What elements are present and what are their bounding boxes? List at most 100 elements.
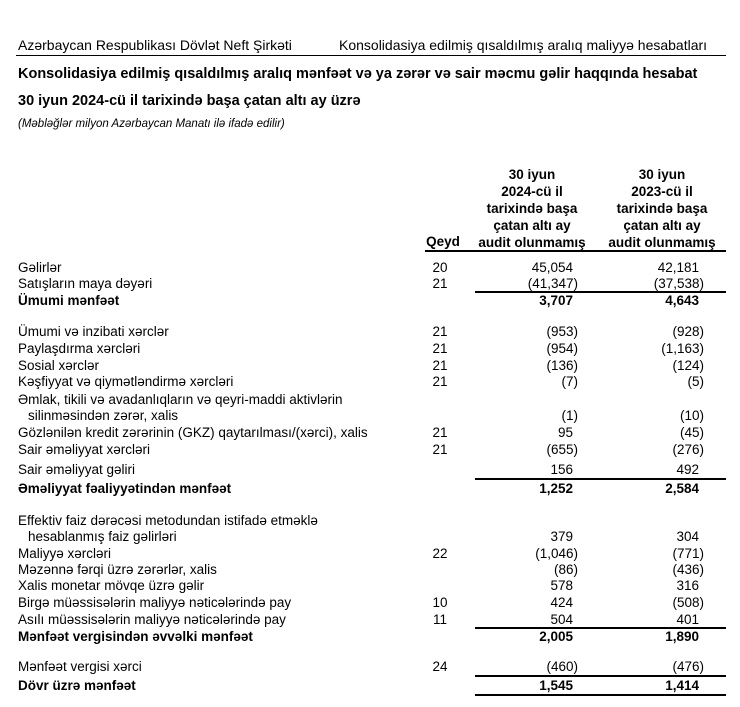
value-2024: 156 [550,462,573,477]
value-2024: 379 [550,529,573,544]
row-label: Xalis monetar mövqe üzrə gəlir [18,578,205,593]
header-line: çatan altı ay [493,218,571,233]
company-name: Azərbaycan Respublikası Dövlət Neft Şirk… [18,37,292,53]
row-note-ref: 10 [432,595,448,610]
currency-note: (Məbləğlər milyon Azərbaycan Manatı ilə … [18,118,285,130]
value-2024: (7) [561,374,579,389]
row-label: Dövr üzrə mənfəət [18,678,136,693]
value-2023: 1,414 [665,678,699,693]
row-label: Maliyyə xərcləri [18,546,112,561]
value-2023: 2,584 [665,481,699,496]
value-2024: 578 [550,578,573,593]
row-label: Mənfəət vergisi xərci [18,659,142,674]
value-2024: (460) [546,659,578,674]
row-label: Ümumi mənfəət [18,293,120,308]
row-note-ref: 22 [432,546,448,561]
row-note-ref: 21 [432,324,448,339]
table-row: Əməliyyat fəaliyyətindən mənfəət 1,252 2,5… [0,480,740,497]
header-line: tarixində başa [616,201,708,216]
value-2023: 401 [676,612,699,627]
value-2024: (954) [546,341,578,356]
value-2024: (655) [546,442,578,457]
header-line: 30 iyun [638,167,686,182]
header-line: audit olunmamış [608,235,716,250]
row-label: Effektiv faiz dərəcəsi metodundan istifa… [18,513,318,528]
row-note-ref: 11 [432,612,447,627]
row-label: Mənfəət vergisindən əvvəlki mənfəət [18,629,253,644]
row-label: Ümumi və inzibati xərclər [18,324,169,339]
row-note-ref: 20 [432,260,448,275]
table-row: Ümumi mənfəət 3,707 4,643 [0,292,740,309]
value-2023: (5) [687,374,705,389]
value-2024: (953) [546,324,578,339]
subtotal-rule [475,627,726,629]
header-line: 2024-cü il [501,184,563,199]
row-label: Sair əməliyyat gəliri [18,462,136,477]
value-2023: 304 [676,529,699,544]
header-line: 30 iyun [508,167,556,182]
value-2024: 1,545 [539,678,573,693]
table-row: Sair əməliyyat gəliri 156 492 [0,461,740,478]
table-row: Xalis monetar mövqe üzrə gəlir 578 316 [0,577,740,594]
row-label: Paylaşdırma xərcləri [18,341,141,356]
table-row: Asılı müəssisələrin maliyyə nəticələrind… [0,611,740,628]
value-2024: (136) [546,358,578,373]
row-label: Sair əməliyyat xərcləri [18,442,151,457]
value-2023: (771) [672,546,704,561]
table-row: Ümumi və inzibati xərclər 21 (953) (928) [0,323,740,340]
value-2024: 504 [550,612,573,627]
row-label: Məzənnə fərqi üzrə zərərlər, xalis [18,562,217,577]
column-header-note: Qeyd [426,234,460,249]
row-label: Əməliyyat fəaliyyətindən mənfəət [18,481,232,496]
row-note-ref: 24 [432,659,448,674]
subtotal-rule [475,675,726,677]
value-2023: (124) [672,358,704,373]
row-note-ref: 21 [432,442,448,457]
row-note-ref: 21 [432,341,448,356]
value-2024: 2,005 [539,629,573,644]
table-row: hesablanmış faiz gəlirləri 379 304 [0,528,740,545]
row-label: Satışların maya dəyəri [18,276,153,291]
table-row: Effektiv faiz dərəcəsi metodundan istifa… [0,512,740,529]
value-2024: 1,252 [539,481,573,496]
value-2023: (476) [672,659,704,674]
value-2023: (10) [679,408,704,423]
table-row: Paylaşdırma xərcləri 21 (954) (1,163) [0,340,740,357]
row-note-ref: 21 [432,374,448,389]
table-row: Əmlak, tikili və avadanlıqların və qeyri… [0,391,740,408]
table-row: Mənfəət vergisi xərci 24 (460) (476) [0,658,740,675]
row-note-ref: 21 [432,358,448,373]
value-2023: 4,643 [665,293,699,308]
table-row: Mənfəət vergisindən əvvəlki mənfəət 2,005… [0,628,740,645]
row-label: Asılı müəssisələrin maliyyə nəticələrind… [18,612,286,627]
row-note-ref: 21 [432,425,448,440]
table-row: silinməsindən zərər, xalis (1) (10) [0,407,740,424]
value-2023: (276) [672,442,704,457]
value-2023: 492 [676,462,699,477]
subtotal-rule [475,478,726,480]
value-2023: (436) [672,562,704,577]
header-divider [16,55,726,56]
subtotal-rule [475,694,726,696]
table-row: Gözlənilən kredit zərərinin (GKZ) qaytar… [0,424,740,441]
row-label: hesablanmış faiz gəlirləri [28,529,177,544]
header-line: 2023-cü il [631,184,693,199]
report-set-name: Konsolidasiya edilmiş qısaldılmış aralıq… [339,37,708,53]
value-2024: 45,054 [531,260,573,275]
value-2023: (928) [672,324,704,339]
header-line: tarixində başa [486,201,578,216]
value-2024: 424 [550,595,573,610]
row-label: Birgə müəssisələrin maliyyə nəticələrind… [18,595,292,610]
table-row: Maliyyə xərcləri 22 (1,046) (771) [0,545,740,562]
value-2024: 95 [557,425,573,440]
value-2024: 3,707 [539,293,573,308]
subtotal-rule [475,291,726,293]
statement-period: 30 iyun 2024-cü il tarixində başa çatan … [18,93,361,109]
value-2023: (37,538) [653,276,704,291]
table-row: Sair əməliyyat xərcləri 21 (655) (276) [0,441,740,458]
statement-title: Konsolidasiya edilmiş qısaldılmış aralıq… [18,66,698,82]
value-2024: (1,046) [535,546,578,561]
value-2024: (1) [561,408,579,423]
header-line: audit olunmamış [478,235,586,250]
column-header-2023: 30 iyun 2023-cü il tarixində başa çatan … [602,166,722,251]
